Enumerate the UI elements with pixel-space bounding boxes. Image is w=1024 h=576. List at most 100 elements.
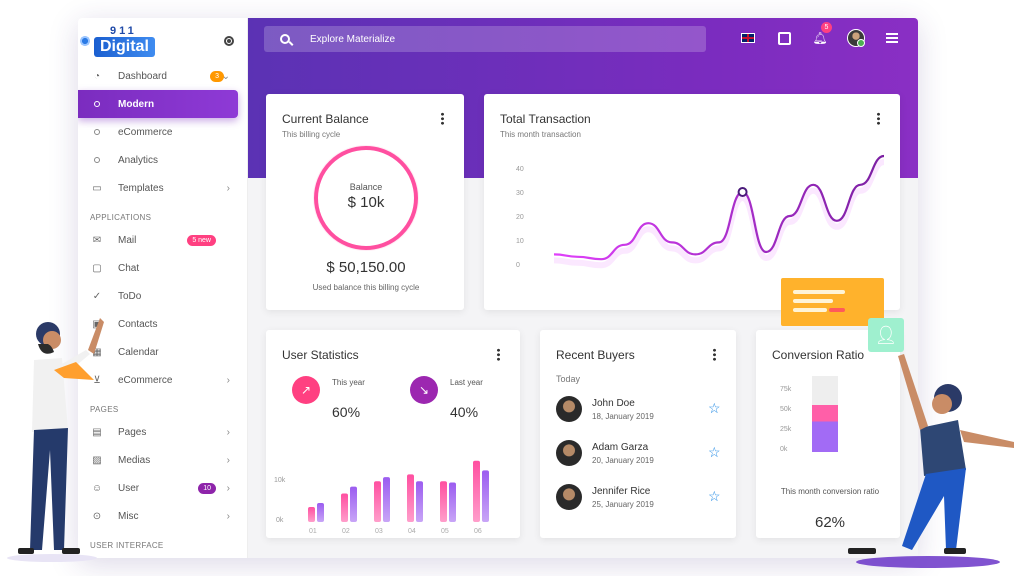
sidebar-item-label: Calendar: [118, 346, 159, 358]
more-vert-icon[interactable]: [877, 112, 880, 125]
user-tile-decoration: 👤︎: [868, 318, 904, 352]
sidebar-item-mail[interactable]: ✉ Mail 5 new: [78, 226, 248, 254]
avatar: [556, 484, 582, 510]
ring-value: $ 10k: [347, 194, 385, 211]
star-icon[interactable]: ☆: [708, 444, 721, 460]
x-tick-label: 03: [375, 528, 383, 534]
x-tick-label: 06: [474, 528, 482, 534]
notification-count-badge: 5: [821, 22, 832, 33]
star-icon[interactable]: ☆: [708, 400, 721, 416]
sidebar-item-user[interactable]: ☺ User 10 ›: [78, 474, 248, 502]
more-vert-icon[interactable]: [497, 348, 500, 361]
avatar: [556, 440, 582, 466]
sidebar-item-misc[interactable]: ⊙ Misc ›: [78, 502, 248, 530]
sidebar-item-pages[interactable]: ▤ Pages ›: [78, 418, 248, 446]
sidebar-item-dashboard[interactable]: ◔ Dashboard 3 ⌄: [78, 62, 248, 90]
card-subtitle: This billing cycle: [282, 130, 341, 139]
section-heading-user-interface: USER INTERFACE: [90, 541, 164, 550]
logo-number: 911: [110, 25, 137, 37]
card-title: Total Transaction: [500, 112, 591, 126]
last-year-value: 40%: [450, 404, 479, 420]
sidebar-toggle-icon[interactable]: [224, 36, 234, 46]
sidebar-item-label: ToDo: [118, 290, 142, 302]
transaction-line-chart: 0 10 20 30 40: [516, 154, 885, 269]
conversion-value: 62%: [814, 514, 846, 531]
notifications-button[interactable]: 🔔︎ 5: [810, 22, 832, 48]
sidebar-item-ecommerce[interactable]: ⊻ eCommerce ›: [78, 366, 248, 394]
y-tick-label: 30: [516, 190, 524, 197]
more-vert-icon[interactable]: [713, 348, 716, 361]
sidebar-item-templates[interactable]: ▭ Templates ›: [78, 174, 248, 202]
total-transaction-card: Total Transaction This month transaction…: [484, 94, 900, 310]
avatar: [847, 29, 865, 47]
highlight-point: [737, 187, 748, 197]
section-heading-pages: PAGES: [90, 405, 119, 414]
bar: [341, 493, 348, 522]
conversion-caption: This month conversion ratio: [780, 487, 880, 496]
star-icon[interactable]: ☆: [708, 488, 721, 504]
profile-button[interactable]: [846, 28, 866, 48]
series-line: [553, 154, 885, 261]
templates-icon: ▭: [92, 182, 102, 194]
card-title: Current Balance: [282, 112, 369, 126]
x-tick-label: 02: [342, 528, 350, 534]
avatar: [556, 396, 582, 422]
sidebar-item-label: Modern: [118, 98, 155, 110]
fullscreen-button[interactable]: [774, 28, 794, 48]
balance-amount: $ 50,150.00: [326, 259, 406, 276]
person-icon: 👤︎: [874, 324, 898, 345]
sidebar-item-analytics[interactable]: Analytics: [78, 146, 248, 174]
this-year-label: This year: [332, 378, 365, 387]
conversion-ratio-card: Conversion Ratio 75k 50k 25k 0k This mon…: [756, 330, 900, 538]
list-item[interactable]: John Doe 18, January 2019 ☆: [556, 394, 726, 426]
language-button[interactable]: [738, 28, 758, 48]
y-tick: 50k: [780, 406, 792, 413]
circle-icon: [90, 125, 104, 139]
sidebar-item-label: Misc: [118, 510, 139, 522]
y-tick-label: 0k: [276, 517, 284, 524]
sidebar-item-todo[interactable]: ✓ ToDo: [78, 282, 248, 310]
sidebar-item-label: User: [118, 482, 140, 494]
sidebar-item-contacts[interactable]: ▣ Contacts: [78, 310, 248, 338]
y-tick-label: 10k: [274, 477, 286, 484]
x-tick-label: 04: [408, 528, 416, 534]
menu-button[interactable]: [882, 28, 902, 48]
trending-up-icon: ↗: [292, 376, 320, 404]
this-year-value: 60%: [332, 404, 361, 420]
sidebar-item-modern[interactable]: Modern: [78, 90, 238, 118]
logo[interactable]: 911 Digital: [88, 26, 155, 58]
buyer-date: 18, January 2019: [592, 412, 654, 421]
sidebar-item-ecommerce-dashboard[interactable]: eCommerce: [78, 118, 248, 146]
y-tick-label: 40: [516, 166, 524, 173]
bar: [374, 481, 381, 522]
sidebar-item-medias[interactable]: ▨ Medias ›: [78, 446, 248, 474]
recent-buyers-card: Recent Buyers Today John Doe 18, January…: [540, 330, 736, 538]
bar: [383, 477, 390, 522]
user-statistics-bar-chart: 10k 0k 01 02 03 04 05 06: [274, 460, 489, 534]
sidebar-item-label: Dashboard: [118, 70, 167, 82]
pages-icon: ▤: [92, 426, 102, 438]
search-icon: [280, 34, 290, 44]
chevron-right-icon: ›: [226, 374, 230, 386]
chevron-right-icon: ›: [226, 426, 230, 438]
sidebar-item-chat[interactable]: ▢ Chat: [78, 254, 248, 282]
more-vert-icon[interactable]: [441, 112, 444, 125]
card-title: Recent Buyers: [556, 348, 635, 362]
conversion-fill-bar: [812, 404, 838, 452]
list-item[interactable]: Jennifer Rice 25, January 2019 ☆: [556, 482, 726, 514]
user-icon: ☺: [91, 482, 103, 494]
search-bar[interactable]: Explore Materialize: [264, 26, 706, 52]
y-tick: 75k: [780, 386, 792, 393]
chevron-right-icon: ›: [226, 510, 230, 522]
dashboard-count-badge: 3: [210, 70, 224, 82]
list-item[interactable]: Adam Garza 20, January 2019 ☆: [556, 438, 726, 470]
card-title: User Statistics: [282, 348, 359, 362]
misc-icon: ⊙: [92, 510, 102, 522]
buyer-name: Adam Garza: [592, 442, 649, 453]
y-tick: 25k: [780, 426, 792, 433]
buyer-name: Jennifer Rice: [592, 486, 651, 497]
trending-down-icon: ↘: [410, 376, 438, 404]
y-tick-label: 20: [516, 214, 524, 221]
calendar-icon: ▦: [92, 346, 102, 358]
sidebar-item-calendar[interactable]: ▦ Calendar: [78, 338, 248, 366]
